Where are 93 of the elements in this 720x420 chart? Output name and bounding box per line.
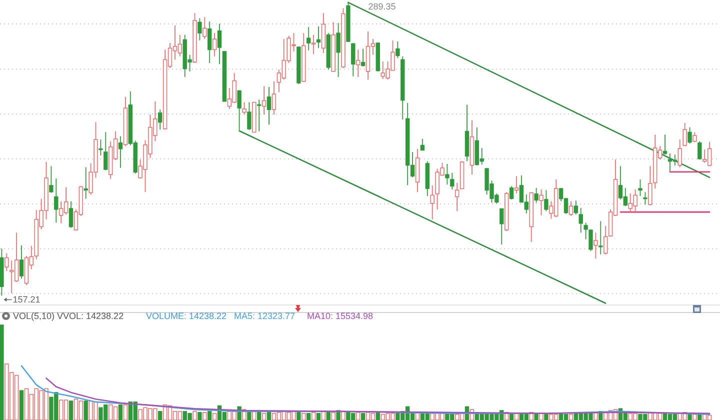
candlestick (306, 26, 311, 51)
candlestick (539, 188, 544, 216)
bar (341, 411, 346, 420)
candlestick (455, 182, 460, 212)
candlestick (594, 232, 598, 260)
candlestick (698, 140, 702, 160)
bar (360, 412, 366, 420)
candlestick (509, 186, 514, 200)
candlestick (49, 166, 54, 194)
bar (311, 412, 316, 420)
candlestick (420, 138, 425, 151)
bar (331, 412, 336, 420)
candlestick (568, 200, 574, 216)
bar (568, 414, 574, 420)
candlestick (237, 90, 242, 131)
candlestick (643, 192, 648, 205)
candlestick (604, 226, 608, 255)
bar (118, 404, 123, 420)
candlestick (682, 122, 687, 147)
candlestick (202, 16, 207, 40)
candlestick (4, 252, 9, 272)
candlestick (514, 176, 519, 194)
text: MA10: 15534.98 (307, 311, 374, 321)
bar (0, 324, 4, 420)
chart-title: VOL(5,10) VVOL: 14238.22 (13, 311, 124, 321)
candlestick (678, 139, 682, 168)
bar (68, 400, 74, 420)
candlestick (212, 32, 217, 57)
candlestick (198, 18, 202, 41)
text: MA5: 12323.77 (234, 311, 296, 321)
bar (306, 412, 311, 420)
candlestick (272, 80, 276, 116)
candlestick (68, 200, 74, 228)
candlestick (662, 134, 668, 156)
bar (212, 412, 217, 420)
candlestick (321, 12, 326, 54)
candlestick (356, 49, 360, 78)
bar (247, 411, 252, 420)
candlestick (574, 200, 578, 215)
candlestick (430, 184, 434, 220)
bar (198, 412, 202, 420)
candlestick (19, 244, 24, 280)
candlestick (544, 190, 548, 212)
bar (539, 412, 544, 420)
bar (544, 412, 548, 420)
bar (202, 412, 207, 420)
candlestick (98, 139, 103, 156)
candlestick (336, 22, 340, 78)
bar (692, 414, 697, 420)
annotation: 289.35 (368, 2, 396, 12)
bar (158, 411, 162, 420)
bar (302, 412, 306, 420)
candlestick (257, 99, 262, 132)
candlestick (598, 220, 603, 255)
candlestick (500, 208, 504, 245)
candlestick (158, 109, 162, 130)
candlestick (578, 207, 583, 234)
candlestick (692, 132, 697, 143)
candlestick (648, 166, 652, 206)
candlestick (311, 34, 316, 55)
bar (208, 411, 212, 420)
annotation: 157.21 (12, 294, 40, 305)
candlestick (104, 132, 108, 171)
candlestick (445, 163, 450, 186)
bar (316, 412, 321, 420)
bar (296, 411, 301, 420)
candlestick (688, 126, 692, 144)
candlestick (217, 23, 222, 65)
text: VOLUME: 14238.22 (146, 311, 227, 321)
candlestick (396, 41, 400, 59)
candlestick (351, 42, 356, 77)
candlestick (316, 26, 321, 49)
bar (123, 404, 128, 420)
bar (19, 390, 24, 420)
bar (356, 412, 360, 420)
bar (262, 412, 266, 420)
candlestick (242, 102, 246, 116)
candlestick (208, 21, 212, 64)
bar (534, 412, 538, 420)
bar (192, 411, 197, 420)
candlestick (118, 136, 123, 168)
candlestick (84, 166, 88, 200)
candlestick (534, 187, 538, 204)
candlestick (262, 86, 266, 116)
candlestick (266, 86, 272, 126)
candlestick (638, 179, 642, 197)
bar (326, 412, 330, 420)
candlestick (360, 48, 366, 67)
bar (84, 400, 88, 420)
candlestick (54, 178, 58, 224)
candlestick (247, 102, 252, 131)
bar (266, 412, 272, 420)
candlestick (450, 172, 454, 190)
